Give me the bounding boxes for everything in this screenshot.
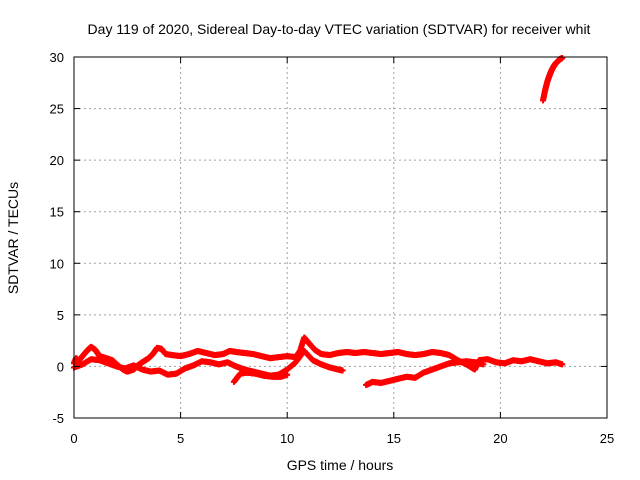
chart-title: Day 119 of 2020, Sidereal Day-to-day VTE… — [88, 21, 591, 37]
y-tick-label: 25 — [50, 102, 64, 117]
x-tick-label: 0 — [70, 431, 77, 446]
plot-frame — [73, 56, 608, 419]
data-point — [284, 371, 291, 378]
x-tick-label: 5 — [177, 431, 184, 446]
y-tick-label: 30 — [50, 50, 64, 65]
series-4 — [363, 358, 487, 388]
x-tick-label: 25 — [600, 431, 614, 446]
data-point — [480, 361, 487, 368]
x-tick-label: 15 — [387, 431, 401, 446]
x-tick-label: 20 — [493, 431, 507, 446]
x-axis-label: GPS time / hours — [287, 457, 394, 473]
series-3 — [230, 369, 291, 385]
y-tick-label: 0 — [57, 359, 64, 374]
y-tick-label: 20 — [50, 153, 64, 168]
y-tick-label: 5 — [57, 308, 64, 323]
x-tick-label: 10 — [280, 431, 294, 446]
data-point — [559, 361, 566, 368]
series-5 — [540, 55, 566, 104]
y-axis-label: SDTVAR / TECUs — [5, 182, 21, 294]
grid — [74, 57, 607, 418]
y-tick-label: 10 — [50, 256, 64, 271]
data-point — [559, 55, 566, 62]
y-tick-label: -5 — [52, 411, 64, 426]
data-points — [71, 55, 566, 388]
y-tick-label: 15 — [50, 205, 64, 220]
axis-ticks: 0 5 10 15 20 25 -5 0 5 10 15 20 25 30 — [50, 50, 615, 446]
data-point — [339, 367, 346, 374]
